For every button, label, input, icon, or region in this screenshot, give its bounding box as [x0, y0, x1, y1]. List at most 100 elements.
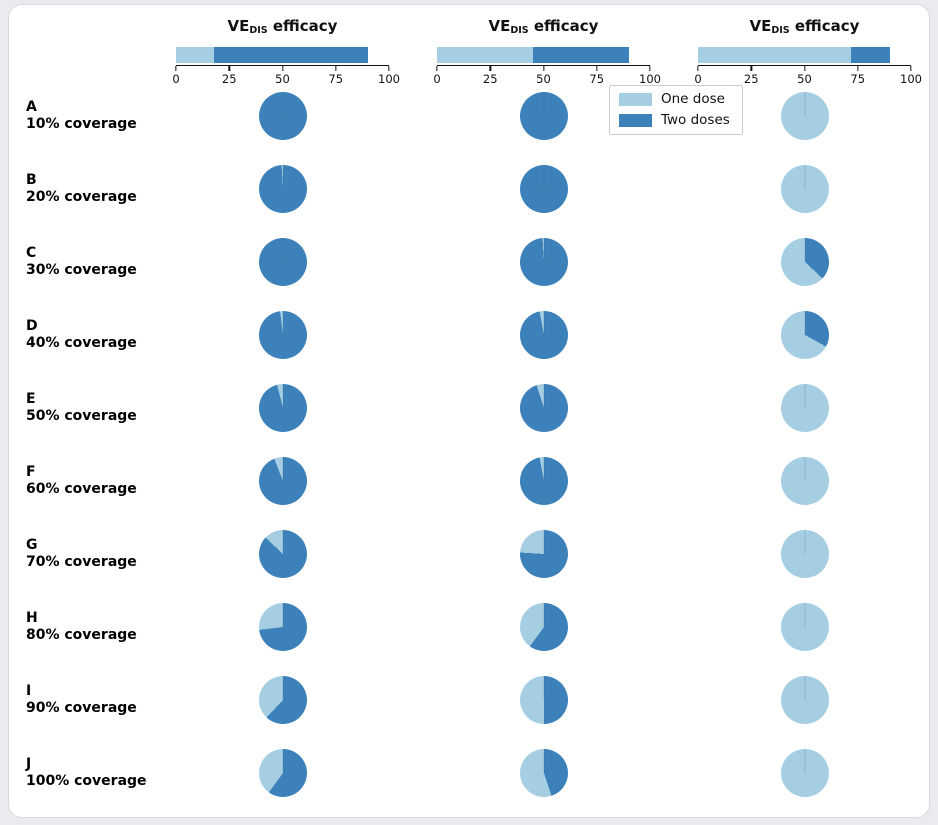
pie-chart: [780, 748, 829, 797]
pie-chart: [780, 456, 829, 505]
axis-tick: [228, 66, 230, 71]
coverage-label: 10% coverage: [26, 115, 137, 132]
pie-grid-figure: VEDIS efficacy 0 25 50 75 100 VEDIS efficacy…: [9, 5, 929, 817]
figure-card: VEDIS efficacy 0 25 50 75 100 VEDIS efficacy…: [8, 4, 930, 818]
pie-cell: [176, 79, 389, 152]
pie-chart: [519, 164, 568, 213]
axis-tick-label: 50: [797, 72, 812, 86]
two-doses-bar-segment: [532, 47, 629, 63]
two-doses-bar-segment: [851, 47, 890, 63]
pie-seam: [543, 237, 544, 262]
axis-tick: [596, 66, 598, 71]
pie-chart: [519, 383, 568, 432]
coverage-label: 90% coverage: [26, 699, 137, 716]
pie-seam: [804, 675, 805, 700]
axis-line: [437, 65, 650, 67]
pie-seam: [804, 237, 805, 262]
panel-letter: H: [26, 609, 38, 626]
axis-tick: [489, 66, 491, 71]
column-title: VEDIS efficacy: [749, 17, 860, 36]
row-label: E 50% coverage: [9, 371, 176, 444]
pie-seam: [282, 164, 283, 189]
axis-tick: [542, 66, 545, 71]
pie-chart: [780, 675, 829, 724]
pie-seam: [804, 310, 805, 335]
pie-seam: [804, 383, 805, 408]
legend-label-one-dose: One dose: [661, 91, 725, 107]
row-label: G 70% coverage: [9, 517, 176, 590]
pie-cell: [176, 371, 389, 444]
axis-tick-label: 75: [850, 72, 866, 86]
pie-seam: [543, 602, 544, 627]
panel-letter: E: [26, 390, 36, 407]
one-dose-bar-segment: [698, 47, 852, 63]
coverage-label: 50% coverage: [26, 407, 137, 424]
axis-tick: [697, 66, 699, 71]
pie-cell: [437, 225, 650, 298]
pie-chart: [780, 602, 829, 651]
axis-line: [176, 65, 389, 67]
row-label: H 80% coverage: [9, 590, 176, 663]
pie-cell: [698, 225, 911, 298]
pie-cell: [176, 298, 389, 371]
pie-seam: [282, 91, 283, 116]
panel-letter: J: [26, 755, 32, 772]
pie-chart: [258, 237, 307, 286]
pie-cell: [437, 444, 650, 517]
row-label: J 100% coverage: [9, 736, 176, 809]
figure-grid: VEDIS efficacy 0 25 50 75 100 VEDIS efficacy…: [9, 17, 929, 809]
panel-letter: B: [26, 171, 37, 188]
column-title: VEDIS efficacy: [227, 17, 338, 36]
axis-tick-label: 100: [900, 72, 922, 86]
axis-tick: [803, 66, 806, 71]
pie-seam: [543, 748, 544, 773]
axis-tick-label: 50: [275, 72, 290, 86]
axis-tick-label: 0: [694, 72, 702, 86]
pie-cell: [437, 663, 650, 736]
axis-tick-label: 100: [378, 72, 400, 86]
row-label: A 10% coverage: [9, 79, 176, 152]
column-header: VEDIS efficacy 0 25 50 75 100: [172, 17, 400, 85]
two-doses-swatch: [619, 114, 652, 127]
efficacy-scale-bar: [437, 47, 650, 63]
panel-letter: A: [26, 98, 37, 115]
axis-tick-label: 75: [328, 72, 344, 86]
pie-chart: [780, 164, 829, 213]
pie-cell: [437, 736, 650, 809]
axis-tick: [910, 66, 912, 71]
pie-seam: [282, 237, 283, 262]
axis-tick-label: 75: [589, 72, 605, 86]
coverage-label: 20% coverage: [26, 188, 137, 205]
panel-letter: F: [26, 463, 36, 480]
pie-chart: [519, 237, 568, 286]
row-label: D 40% coverage: [9, 298, 176, 371]
panel-letter: I: [26, 682, 32, 699]
axis-tick: [649, 66, 651, 71]
pie-chart: [258, 748, 307, 797]
axis-tick-label: 25: [482, 72, 498, 86]
pie-chart: [258, 91, 307, 140]
pie-chart: [258, 675, 307, 724]
column-header: VEDIS efficacy 0 25 50 75 100: [694, 17, 922, 85]
row-label: I 90% coverage: [9, 663, 176, 736]
pie-seam: [543, 456, 544, 481]
efficacy-scale-bar: [698, 47, 911, 63]
one-dose-swatch: [619, 93, 652, 106]
pie-seam: [804, 748, 805, 773]
pie-chart: [780, 237, 829, 286]
legend-item-one-dose: One dose: [619, 92, 730, 107]
axis-tick: [436, 66, 438, 71]
pie-cell: [698, 298, 911, 371]
pie-chart: [780, 91, 829, 140]
pie-seam: [804, 456, 805, 481]
pie-chart: [519, 602, 568, 651]
coverage-label: 80% coverage: [26, 626, 137, 643]
axis-tick-label: 25: [221, 72, 237, 86]
axis-tick: [175, 66, 177, 71]
pie-chart: [258, 164, 307, 213]
pie-cell: [437, 590, 650, 663]
axis-tick-label: 0: [172, 72, 180, 86]
pie-cell: [698, 444, 911, 517]
axis-tick: [750, 66, 752, 71]
one-dose-bar-segment: [437, 47, 533, 63]
